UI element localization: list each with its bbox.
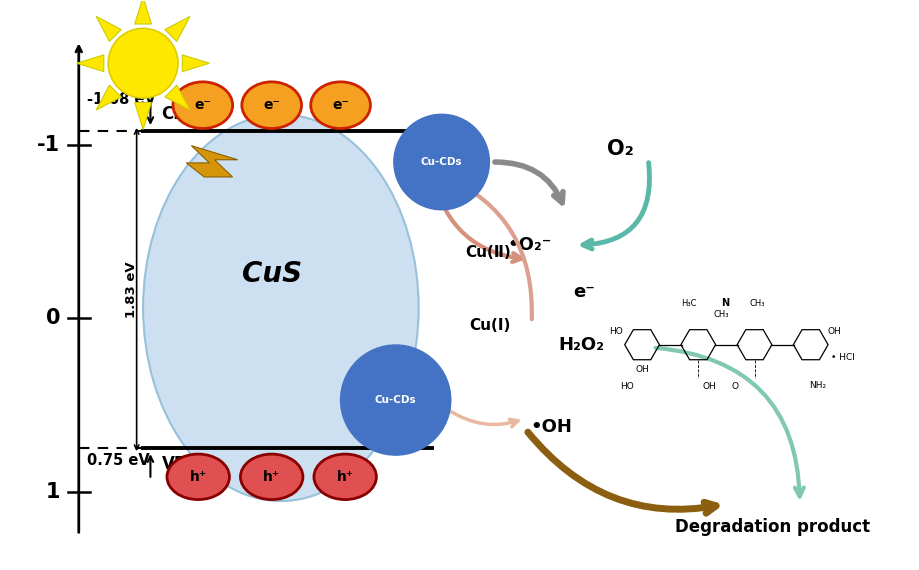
Text: Cu-CDs: Cu-CDs	[420, 157, 462, 167]
Text: CB: CB	[161, 105, 187, 123]
Text: OH: OH	[702, 381, 716, 390]
Polygon shape	[134, 0, 152, 24]
Text: -1: -1	[38, 135, 61, 154]
Text: CH₃: CH₃	[713, 311, 729, 319]
Text: O: O	[731, 381, 737, 390]
Text: Degradation product: Degradation product	[674, 518, 869, 536]
Text: 1: 1	[46, 482, 61, 502]
Ellipse shape	[242, 82, 301, 128]
Text: h⁺: h⁺	[336, 470, 353, 484]
Text: NH₂: NH₂	[808, 381, 825, 390]
Text: •OH: •OH	[530, 418, 572, 436]
Ellipse shape	[311, 82, 370, 128]
Ellipse shape	[143, 115, 418, 501]
Text: 0.75 eV: 0.75 eV	[87, 453, 150, 468]
Text: e⁻: e⁻	[573, 283, 595, 301]
Text: • HCl: • HCl	[830, 353, 854, 363]
Text: -1.08 eV: -1.08 eV	[87, 92, 155, 107]
Ellipse shape	[240, 454, 302, 499]
Polygon shape	[96, 85, 121, 110]
Ellipse shape	[393, 115, 489, 210]
Text: Cu-CDs: Cu-CDs	[374, 395, 416, 405]
Polygon shape	[134, 103, 152, 129]
Text: N: N	[720, 299, 728, 308]
Text: e⁻: e⁻	[332, 98, 348, 112]
Text: H₂O₂: H₂O₂	[558, 336, 604, 354]
Ellipse shape	[108, 28, 177, 98]
Polygon shape	[76, 55, 104, 72]
Text: OH: OH	[826, 327, 840, 336]
Text: VB: VB	[161, 455, 187, 473]
Text: 0: 0	[46, 308, 61, 328]
Text: h⁺: h⁺	[263, 470, 280, 484]
Text: e⁻: e⁻	[194, 98, 211, 112]
Text: CuS: CuS	[242, 259, 301, 288]
Text: e⁻: e⁻	[263, 98, 279, 112]
Text: CH₃: CH₃	[749, 299, 765, 308]
Ellipse shape	[166, 454, 229, 499]
Ellipse shape	[313, 454, 376, 499]
Text: H₃C: H₃C	[680, 299, 696, 308]
Polygon shape	[186, 146, 237, 177]
Polygon shape	[165, 85, 189, 110]
Polygon shape	[165, 17, 189, 42]
Text: 1.83 eV: 1.83 eV	[124, 261, 138, 318]
Ellipse shape	[173, 82, 233, 128]
Text: h⁺: h⁺	[189, 470, 207, 484]
Text: Cu(Ⅰ): Cu(Ⅰ)	[469, 319, 510, 333]
Ellipse shape	[340, 345, 450, 455]
Text: O₂: O₂	[607, 139, 633, 158]
Text: HO: HO	[619, 381, 633, 390]
Text: •O₂⁻: •O₂⁻	[507, 236, 551, 254]
Text: Cu(Ⅱ): Cu(Ⅱ)	[464, 245, 510, 259]
Polygon shape	[182, 55, 210, 72]
Polygon shape	[96, 17, 121, 42]
Text: HO: HO	[608, 327, 622, 336]
Text: OH: OH	[634, 365, 648, 374]
